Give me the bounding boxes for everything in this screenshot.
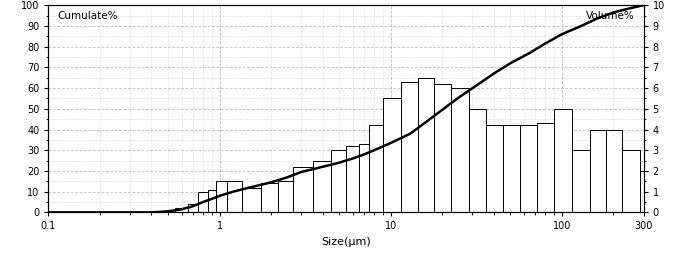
Bar bbox=[346, 146, 358, 212]
Bar bbox=[293, 167, 313, 212]
Text: Cumulate%: Cumulate% bbox=[57, 11, 118, 21]
Bar bbox=[572, 150, 590, 212]
Bar bbox=[538, 123, 554, 212]
Bar bbox=[216, 181, 227, 212]
Bar bbox=[358, 144, 370, 212]
Bar bbox=[590, 130, 606, 212]
Text: Volume%: Volume% bbox=[586, 11, 635, 21]
Bar bbox=[242, 188, 261, 212]
Bar bbox=[554, 109, 572, 212]
Bar bbox=[622, 150, 639, 212]
Bar bbox=[175, 208, 188, 212]
Bar bbox=[188, 204, 198, 212]
Bar bbox=[419, 78, 435, 212]
Bar bbox=[451, 88, 468, 212]
Bar bbox=[520, 125, 538, 212]
Bar bbox=[639, 171, 657, 212]
Bar bbox=[468, 109, 486, 212]
Bar bbox=[606, 130, 622, 212]
Bar bbox=[313, 161, 331, 212]
Bar bbox=[370, 125, 383, 212]
Bar bbox=[331, 150, 346, 212]
Bar bbox=[502, 125, 520, 212]
X-axis label: Size(μm): Size(μm) bbox=[321, 237, 371, 247]
Bar bbox=[401, 82, 419, 212]
Bar bbox=[227, 181, 242, 212]
Bar bbox=[208, 190, 216, 212]
Bar bbox=[278, 181, 293, 212]
Bar bbox=[486, 125, 502, 212]
Bar bbox=[261, 183, 278, 212]
Bar bbox=[383, 98, 401, 212]
Bar bbox=[198, 192, 208, 212]
Bar bbox=[435, 84, 451, 212]
